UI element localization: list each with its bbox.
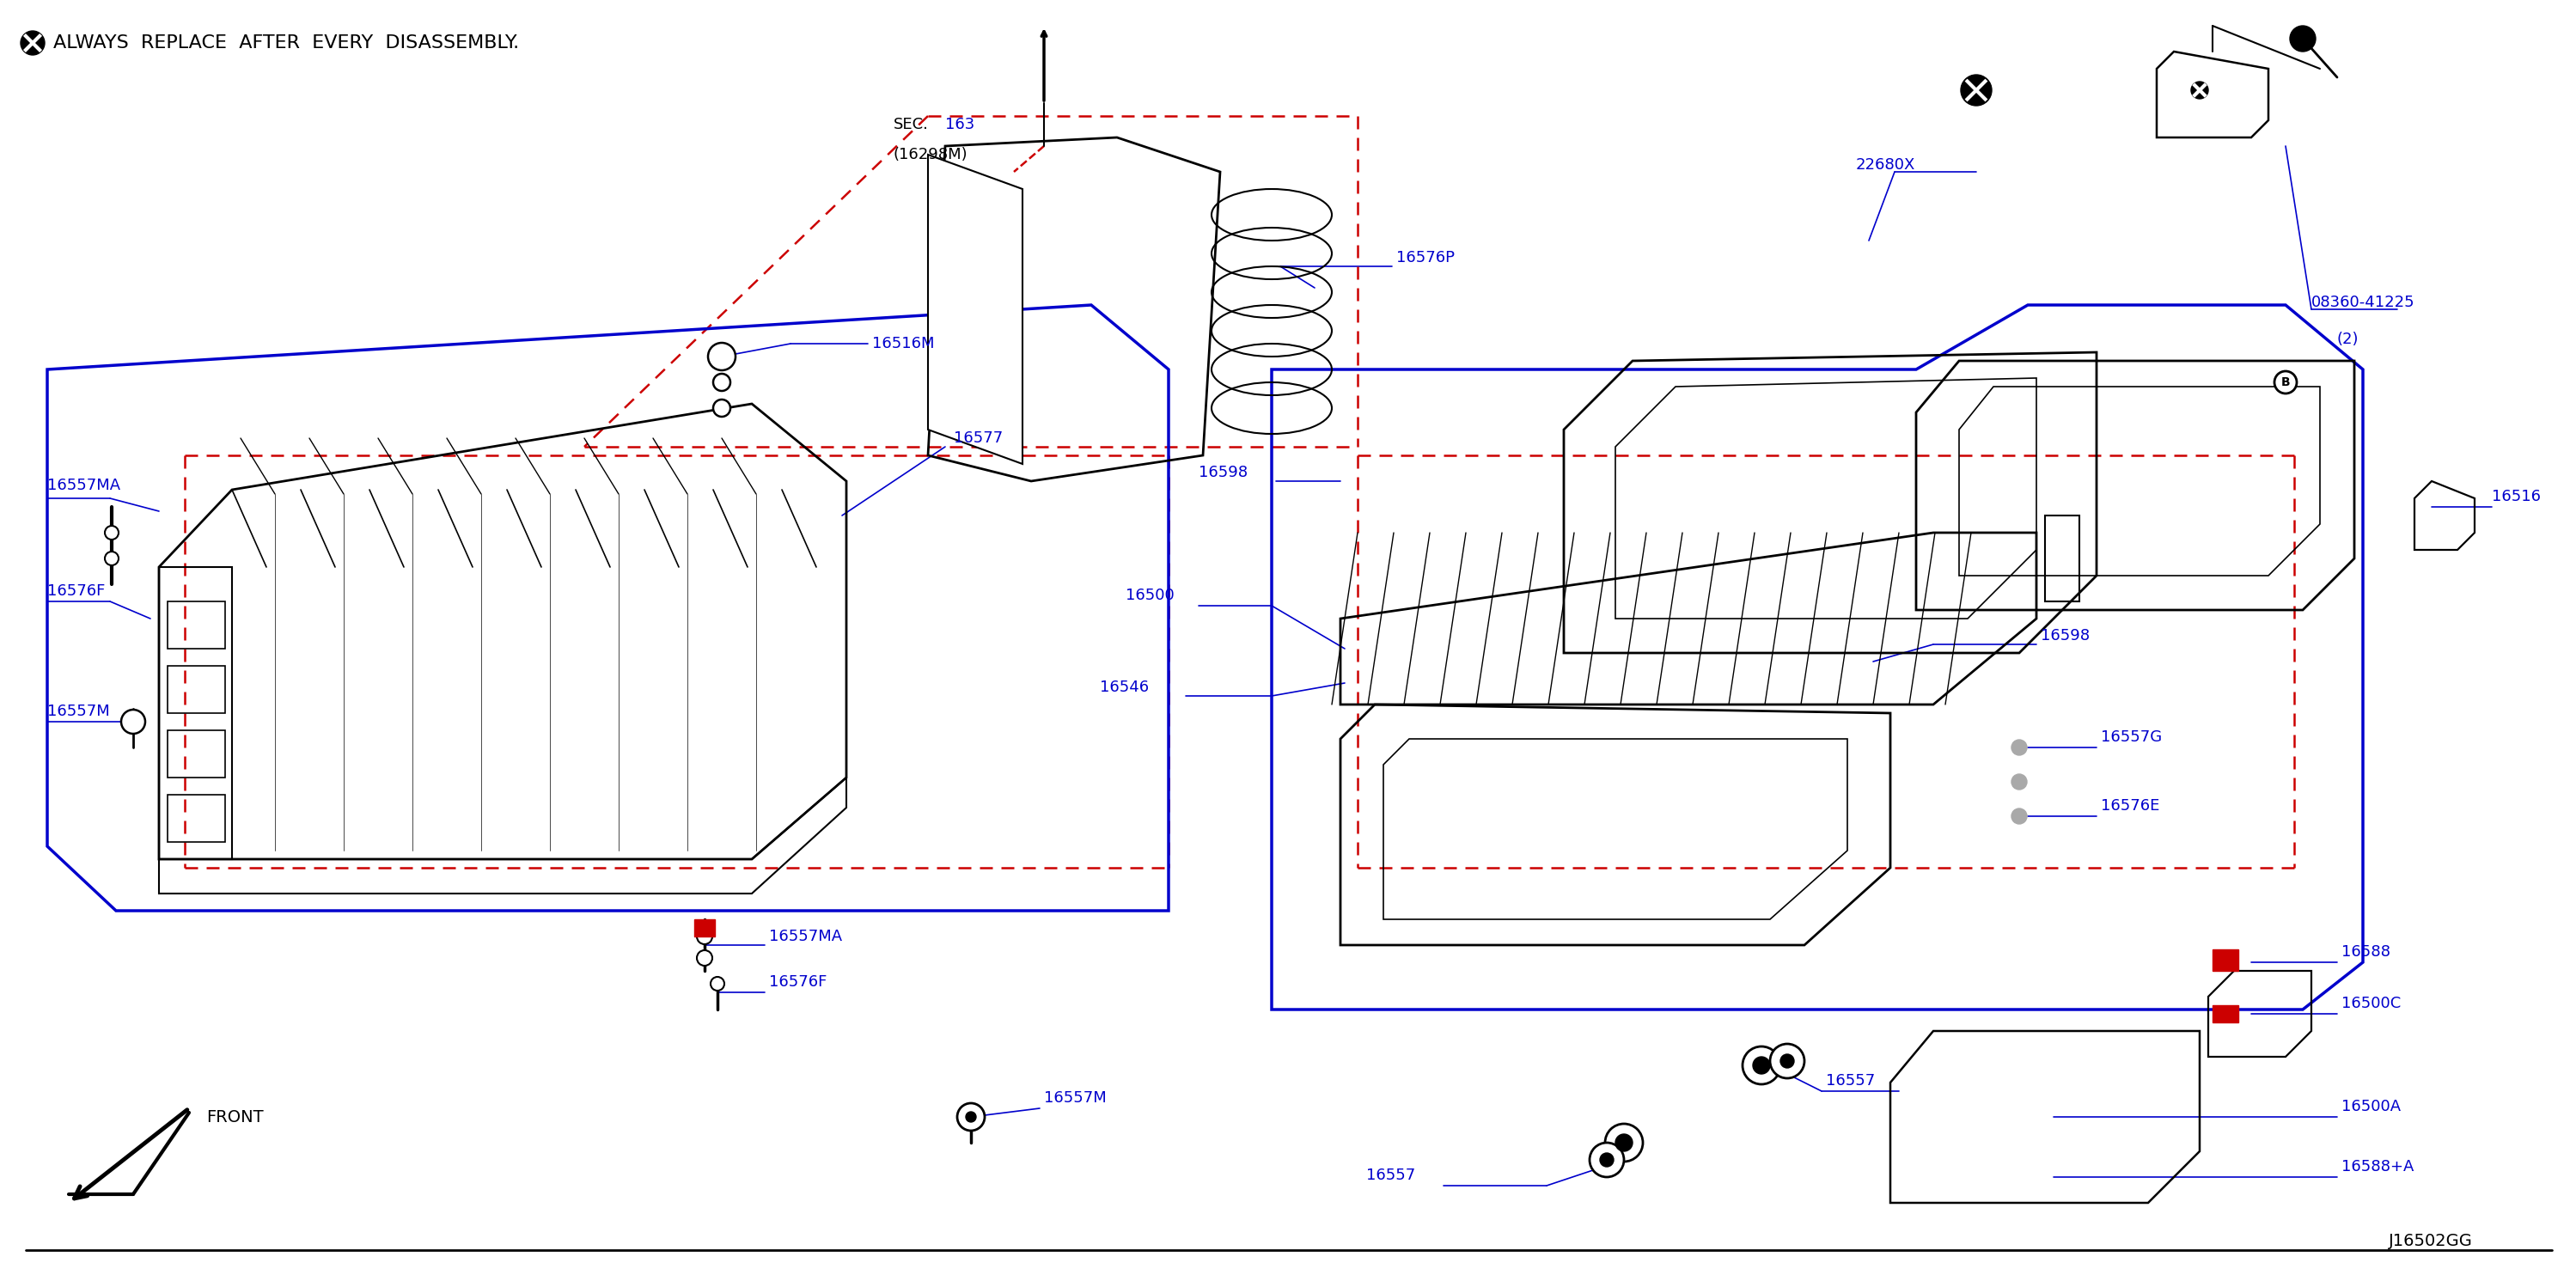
Circle shape <box>1589 1142 1623 1177</box>
Bar <box>2213 1005 2239 1023</box>
Text: 16577: 16577 <box>953 431 1002 446</box>
Text: 16598: 16598 <box>2040 629 2089 644</box>
Circle shape <box>2012 739 2027 755</box>
Text: 16546: 16546 <box>1100 680 1149 695</box>
Text: 16557: 16557 <box>1365 1168 1414 1183</box>
Text: J16502GG: J16502GG <box>2388 1233 2473 1250</box>
Circle shape <box>1615 1133 1633 1151</box>
Text: SEC.: SEC. <box>894 117 930 133</box>
Bar <box>2213 950 2239 970</box>
Circle shape <box>1605 1123 1643 1162</box>
Text: 16576F: 16576F <box>46 584 106 599</box>
Circle shape <box>708 343 737 370</box>
Circle shape <box>714 399 732 417</box>
Text: B: B <box>2280 376 2290 389</box>
Circle shape <box>714 374 732 391</box>
Circle shape <box>121 710 144 733</box>
Circle shape <box>2275 371 2298 394</box>
Text: 16557MA: 16557MA <box>46 478 121 493</box>
Circle shape <box>106 525 118 539</box>
Polygon shape <box>927 154 1023 464</box>
Text: 16588: 16588 <box>2342 945 2391 960</box>
Text: 22680X: 22680X <box>1855 157 1917 172</box>
Text: 16598: 16598 <box>1198 465 1247 481</box>
Bar <box>696 919 716 937</box>
Text: (2): (2) <box>2336 332 2360 347</box>
Text: 163: 163 <box>945 117 974 133</box>
Text: 16557: 16557 <box>1826 1074 1875 1089</box>
Text: 16588+A: 16588+A <box>2342 1159 2414 1174</box>
Circle shape <box>2192 82 2208 98</box>
Circle shape <box>2290 26 2316 51</box>
Circle shape <box>711 977 724 991</box>
Circle shape <box>2012 774 2027 789</box>
Text: 16576E: 16576E <box>2102 798 2159 813</box>
Text: ALWAYS  REPLACE  AFTER  EVERY  DISASSEMBLY.: ALWAYS REPLACE AFTER EVERY DISASSEMBLY. <box>54 34 520 51</box>
Text: 16500A: 16500A <box>2342 1099 2401 1114</box>
Text: 16557M: 16557M <box>46 704 111 719</box>
Text: 16516M: 16516M <box>873 335 935 352</box>
Circle shape <box>1741 1047 1780 1084</box>
Circle shape <box>958 1103 984 1131</box>
Text: 16557M: 16557M <box>1043 1090 1108 1105</box>
Circle shape <box>698 950 714 965</box>
Circle shape <box>1960 75 1991 106</box>
Circle shape <box>2012 808 2027 824</box>
Circle shape <box>1780 1054 1793 1068</box>
Circle shape <box>1770 1044 1803 1079</box>
Circle shape <box>1600 1153 1613 1167</box>
Text: 16557MA: 16557MA <box>770 928 842 945</box>
Circle shape <box>106 552 118 565</box>
Text: FRONT: FRONT <box>206 1109 263 1126</box>
Circle shape <box>1752 1057 1770 1074</box>
Circle shape <box>966 1112 976 1122</box>
Text: (16298M): (16298M) <box>894 147 969 162</box>
Text: 08360-41225: 08360-41225 <box>2311 295 2414 310</box>
Text: 16500C: 16500C <box>2342 996 2401 1011</box>
Text: 16576P: 16576P <box>1396 250 1455 265</box>
Text: 16500: 16500 <box>1126 588 1175 603</box>
Circle shape <box>21 31 44 55</box>
Circle shape <box>698 928 714 945</box>
Text: 16576F: 16576F <box>770 974 827 989</box>
Text: 16516: 16516 <box>2491 488 2540 505</box>
Text: 16557G: 16557G <box>2102 729 2161 745</box>
